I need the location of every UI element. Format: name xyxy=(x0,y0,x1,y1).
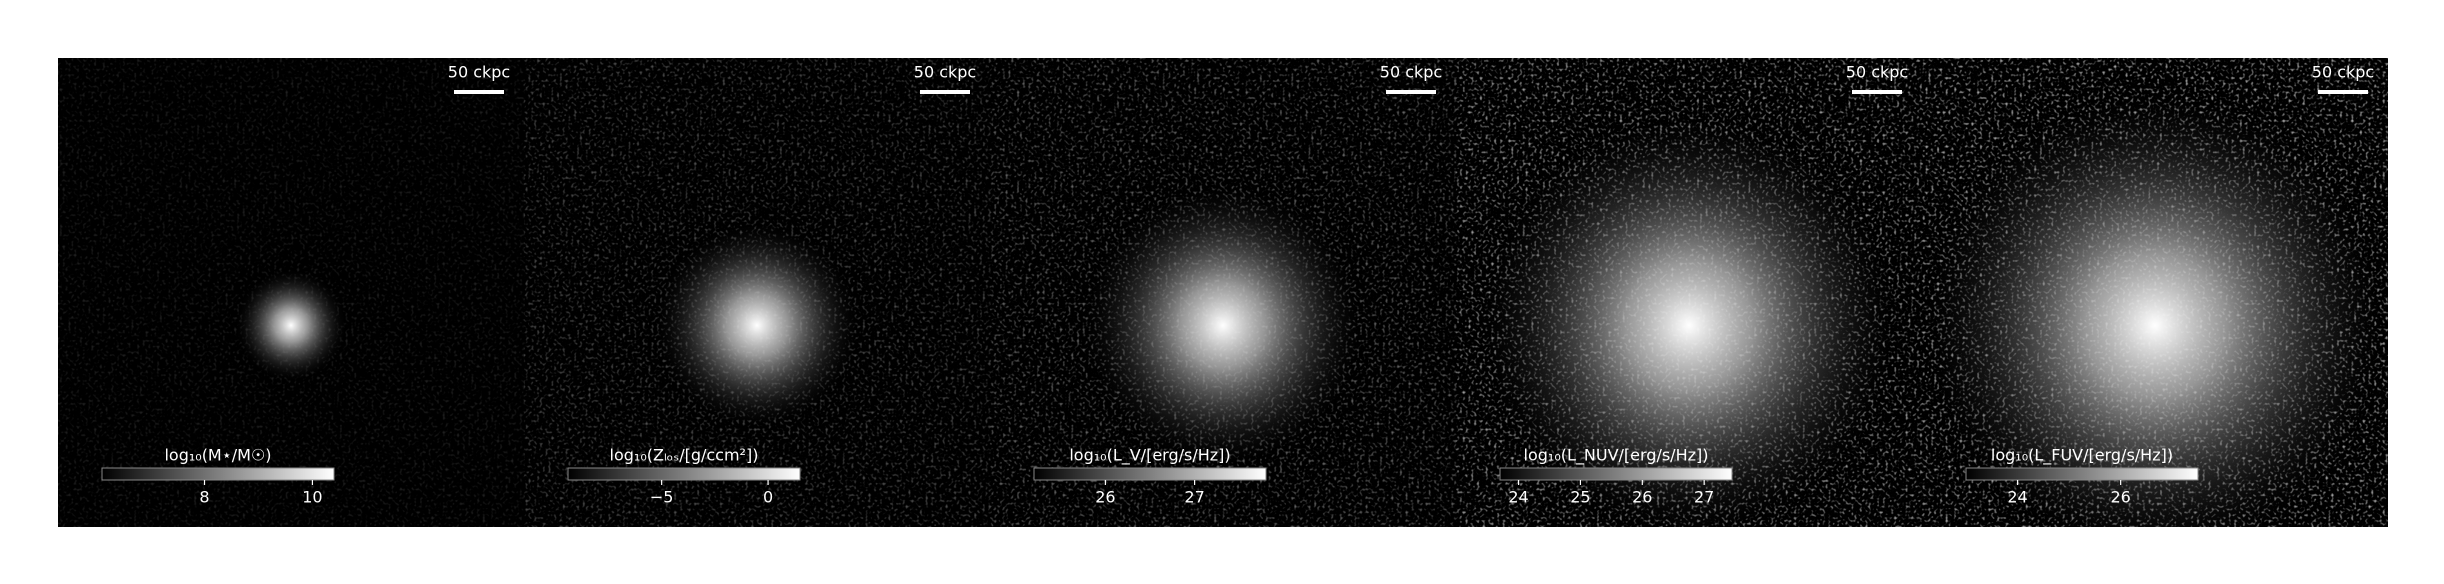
colorbar-tick-label: −5 xyxy=(650,488,674,507)
colorbar-tick-label: 26 xyxy=(2110,488,2130,507)
scale-bar-label: 50 ckpc xyxy=(914,63,976,82)
colorbar-tick-label: 24 xyxy=(1508,488,1528,507)
colorbar-tick-label: 24 xyxy=(2007,488,2027,507)
colorbar-tick-label: 25 xyxy=(1570,488,1590,507)
colorbar-tick-label: 27 xyxy=(1184,488,1204,507)
colorbar-tick-label: 27 xyxy=(1694,488,1714,507)
colorbar-tick-label: 8 xyxy=(199,488,209,507)
colorbar-tick-label: 10 xyxy=(302,488,322,507)
colorbar-label: log₁₀(L_V/[erg/s/Hz]) xyxy=(1069,446,1230,466)
colorbar xyxy=(1965,467,2199,481)
scale-bar-label: 50 ckpc xyxy=(448,63,510,82)
colorbar xyxy=(567,467,801,481)
scale-bar-label: 50 ckpc xyxy=(1846,63,1908,82)
colorbar xyxy=(1499,467,1733,481)
emission-map xyxy=(990,58,1456,527)
emission-map xyxy=(524,58,990,527)
colorbar xyxy=(1033,467,1267,481)
colorbar-label: log₁₀(L_NUV/[erg/s/Hz]) xyxy=(1524,446,1709,466)
colorbar-label: log₁₀(M⋆/M☉) xyxy=(164,446,271,465)
scale-bar-label: 50 ckpc xyxy=(2312,63,2374,82)
emission-map xyxy=(58,58,524,527)
emission-map xyxy=(1456,58,1922,527)
colorbar-tick-label: 26 xyxy=(1632,488,1652,507)
emission-map xyxy=(1922,58,2388,527)
colorbar-tick-label: 26 xyxy=(1095,488,1115,507)
colorbar-tick-label: 0 xyxy=(763,488,773,507)
colorbar-label: log₁₀(L_FUV/[erg/s/Hz]) xyxy=(1991,446,2173,466)
colorbar-label: log₁₀(Zₗₒₛ/[g/ccm²]) xyxy=(610,446,759,465)
scale-bar-label: 50 ckpc xyxy=(1380,63,1442,82)
colorbar xyxy=(101,467,335,481)
